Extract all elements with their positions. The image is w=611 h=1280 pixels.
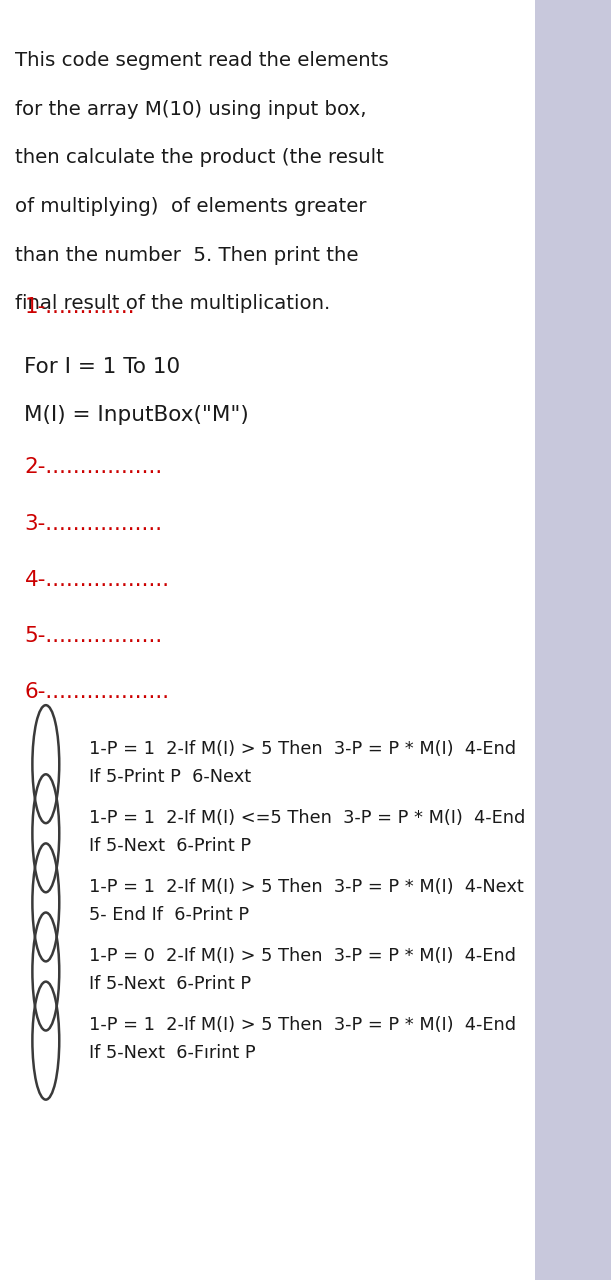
Text: For I = 1 To 10: For I = 1 To 10 (24, 357, 181, 378)
Text: 1-P = 1  2-If M(I) <=5 Then  3-P = P * M(I)  4-End: 1-P = 1 2-If M(I) <=5 Then 3-P = P * M(I… (89, 809, 525, 827)
Text: then calculate the product (the result: then calculate the product (the result (15, 148, 384, 168)
Text: final result of the multiplication.: final result of the multiplication. (15, 294, 331, 314)
Text: If 5-Next  6-Fırint P: If 5-Next 6-Fırint P (89, 1044, 255, 1062)
Text: 4-..................: 4-.................. (24, 570, 170, 590)
Text: 5- End If  6-Print P: 5- End If 6-Print P (89, 906, 249, 924)
Text: 1-P = 0  2-If M(I) > 5 Then  3-P = P * M(I)  4-End: 1-P = 0 2-If M(I) > 5 Then 3-P = P * M(I… (89, 947, 516, 965)
FancyBboxPatch shape (535, 0, 611, 1280)
Text: 1-.............: 1-............. (24, 297, 135, 317)
Text: for the array M(10) using input box,: for the array M(10) using input box, (15, 100, 367, 119)
Text: 5-.................: 5-................. (24, 626, 163, 646)
Text: If 5-Print P  6-Next: If 5-Print P 6-Next (89, 768, 251, 786)
Text: If 5-Next  6-Print P: If 5-Next 6-Print P (89, 975, 251, 993)
Text: 1-P = 1  2-If M(I) > 5 Then  3-P = P * M(I)  4-Next: 1-P = 1 2-If M(I) > 5 Then 3-P = P * M(I… (89, 878, 524, 896)
Text: 1-P = 1  2-If M(I) > 5 Then  3-P = P * M(I)  4-End: 1-P = 1 2-If M(I) > 5 Then 3-P = P * M(I… (89, 740, 516, 758)
Text: 3-.................: 3-................. (24, 513, 163, 534)
Text: If 5-Next  6-Print P: If 5-Next 6-Print P (89, 837, 251, 855)
Text: 1-P = 1  2-If M(I) > 5 Then  3-P = P * M(I)  4-End: 1-P = 1 2-If M(I) > 5 Then 3-P = P * M(I… (89, 1016, 516, 1034)
Text: M(I) = InputBox("M"): M(I) = InputBox("M") (24, 404, 249, 425)
Text: 2-.................: 2-................. (24, 457, 163, 477)
Text: 6-..................: 6-.................. (24, 682, 170, 703)
Text: This code segment read the elements: This code segment read the elements (15, 51, 389, 70)
Text: than the number  5. Then print the: than the number 5. Then print the (15, 246, 359, 265)
Text: of multiplying)  of elements greater: of multiplying) of elements greater (15, 197, 367, 216)
